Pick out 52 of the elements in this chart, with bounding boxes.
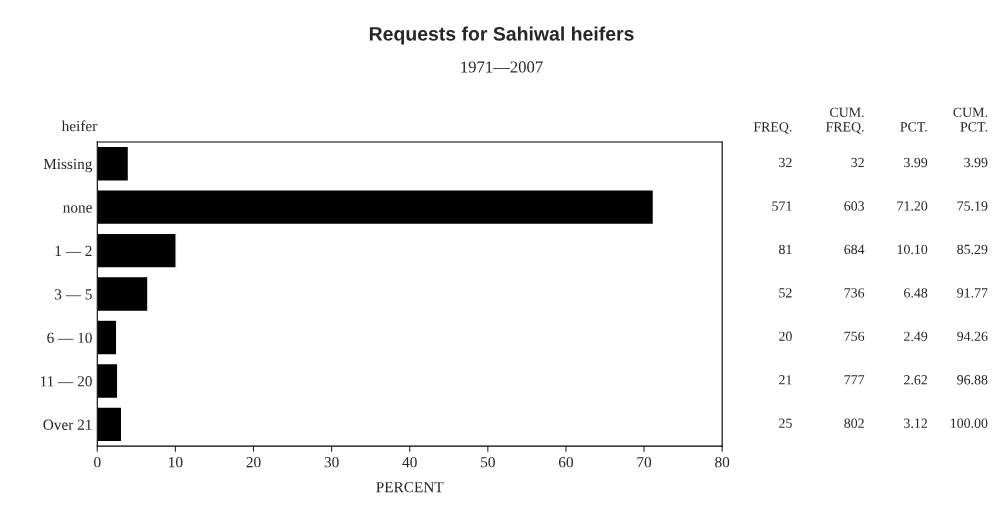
- text: 736: [844, 288, 865, 298]
- y-tick-label: 11 — 20: [40, 376, 92, 387]
- text: 571: [772, 201, 792, 211]
- data-label: 2.49: [904, 331, 928, 342]
- x-axis-title: PERCENT: [376, 482, 444, 493]
- text: 52: [779, 288, 792, 298]
- text: 603: [844, 201, 865, 211]
- y-tick-label: Missing: [43, 158, 93, 173]
- text: 32: [851, 157, 864, 168]
- chart-title: Requests for Sahiwal heifers: [369, 26, 634, 45]
- data-label: 3.12: [904, 418, 928, 428]
- text: 96.88: [957, 375, 988, 385]
- text: FREQ.: [753, 122, 792, 134]
- text: 81: [779, 244, 792, 255]
- text: 100.00: [950, 418, 988, 428]
- y-axis-title: heifer: [61, 120, 98, 132]
- text: 3.99: [964, 157, 988, 168]
- text: 32: [779, 157, 792, 168]
- text: 85.29: [957, 244, 988, 255]
- text: 20: [779, 331, 792, 341]
- chart-subtitle: 1971—2007: [461, 61, 543, 73]
- y-tick-label: 6 — 10: [47, 332, 92, 343]
- data-label: 71.20: [897, 201, 928, 211]
- x-tick-label: 50: [481, 457, 495, 468]
- y-tick-label: 1 — 2: [55, 245, 92, 256]
- x-tick-label: 30: [324, 457, 339, 468]
- text: 75.19: [957, 201, 988, 211]
- data-label: 2.62: [904, 375, 928, 385]
- x-tick-label: 0: [94, 457, 101, 468]
- text: 802: [844, 418, 864, 428]
- text: 21: [779, 375, 792, 385]
- data-label: 3.99: [904, 157, 928, 168]
- text: CUM. FREQ.: [826, 107, 864, 134]
- text: 25: [779, 418, 792, 428]
- text: PCT.: [900, 122, 927, 132]
- y-tick-label: 3 — 5: [54, 289, 92, 300]
- text: 91.77: [957, 288, 988, 298]
- text: CUM. PCT.: [953, 107, 988, 132]
- data-label: 6.48: [904, 288, 928, 298]
- y-tick-label: none: [63, 205, 92, 213]
- x-tick-label: 40: [402, 457, 417, 468]
- x-tick-label: 10: [169, 457, 183, 468]
- y-tick-label: Over 21: [43, 419, 92, 430]
- x-tick-label: 60: [558, 457, 573, 468]
- data-label: 10.10: [897, 244, 928, 255]
- x-tick-label: 20: [246, 457, 261, 468]
- text: 756: [844, 331, 865, 341]
- text: 94.26: [957, 331, 988, 342]
- x-tick-label: 80: [715, 457, 730, 468]
- x-tick-label: 70: [637, 457, 652, 468]
- text: 684: [844, 244, 865, 255]
- text: 777: [844, 375, 865, 385]
